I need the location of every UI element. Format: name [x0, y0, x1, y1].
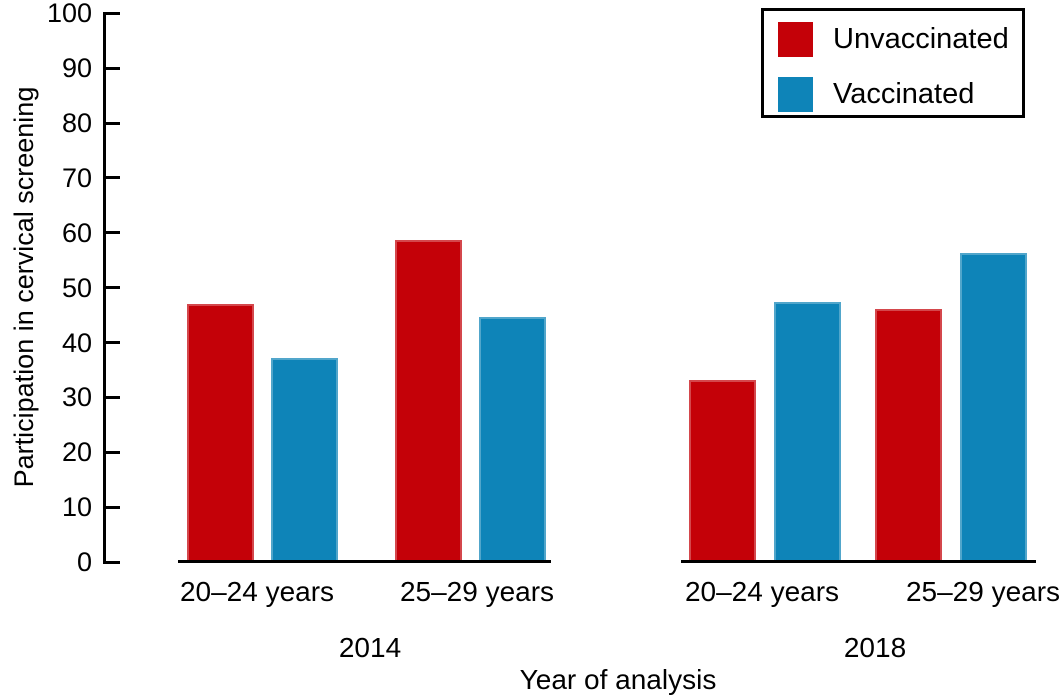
- group-label-2018: 2018: [843, 632, 907, 663]
- x-tick-label-2018-20-24: 20–24 years: [684, 576, 840, 607]
- x-tick-label-2014-20-24: 20–24 years: [179, 576, 335, 607]
- bar-unvaccinated-2018-20-24-: [689, 379, 756, 562]
- group-label-2014: 2014: [338, 632, 402, 663]
- x-axis-baseline-2018: [681, 560, 1036, 563]
- bar-unvaccinated-2018-25-29-: [874, 309, 942, 562]
- y-tick-100: [103, 11, 120, 15]
- legend-swatch-vaccinated: [778, 77, 813, 112]
- y-tick-label-0: 0: [76, 547, 92, 577]
- y-tick-80: [103, 121, 120, 125]
- legend-label-unvaccinated: Unvaccinated: [833, 23, 1009, 55]
- y-tick-label-100: 100: [46, 0, 92, 29]
- y-tick-20: [103, 450, 120, 454]
- y-tick-50: [103, 286, 120, 290]
- y-tick-0: [103, 560, 120, 564]
- y-tick-label-80: 80: [61, 108, 92, 139]
- y-tick-label-40: 40: [61, 327, 92, 358]
- y-tick-label-30: 30: [61, 382, 92, 413]
- y-tick-label-90: 90: [61, 53, 92, 84]
- bar-unvaccinated-2014-25-29-: [395, 240, 462, 562]
- bar-vaccinated-2014-20-24-: [270, 357, 338, 562]
- y-tick-label-70: 70: [61, 162, 92, 193]
- x-axis-title: Year of analysis: [519, 664, 717, 695]
- legend-swatch-unvaccinated: [778, 22, 813, 57]
- y-tick-label-60: 60: [61, 217, 92, 248]
- x-tick-label-2014-25-29: 25–29 years: [399, 576, 555, 607]
- x-tick-label-2018-25-29: 25–29 years: [905, 576, 1061, 607]
- y-tick-label-50: 50: [61, 272, 92, 303]
- y-tick-30: [103, 395, 120, 399]
- y-tick-60: [103, 231, 120, 235]
- legend-label-vaccinated: Vaccinated: [833, 78, 975, 110]
- y-tick-10: [103, 505, 120, 509]
- legend: Unvaccinated Vaccinated: [761, 8, 1025, 118]
- y-tick-90: [103, 66, 120, 70]
- y-tick-label-20: 20: [61, 437, 92, 468]
- x-axis-baseline-2014: [178, 560, 551, 563]
- bar-vaccinated-2018-25-29-: [960, 252, 1027, 562]
- y-tick-70: [103, 176, 120, 180]
- bar-vaccinated-2018-20-24-: [773, 301, 841, 562]
- y-tick-40: [103, 341, 120, 345]
- y-tick-label-10: 10: [61, 492, 92, 523]
- bar-unvaccinated-2014-20-24-: [186, 303, 254, 562]
- y-axis-title: Participation in cervical screening: [9, 86, 39, 488]
- bar-vaccinated-2014-25-29-: [479, 317, 546, 562]
